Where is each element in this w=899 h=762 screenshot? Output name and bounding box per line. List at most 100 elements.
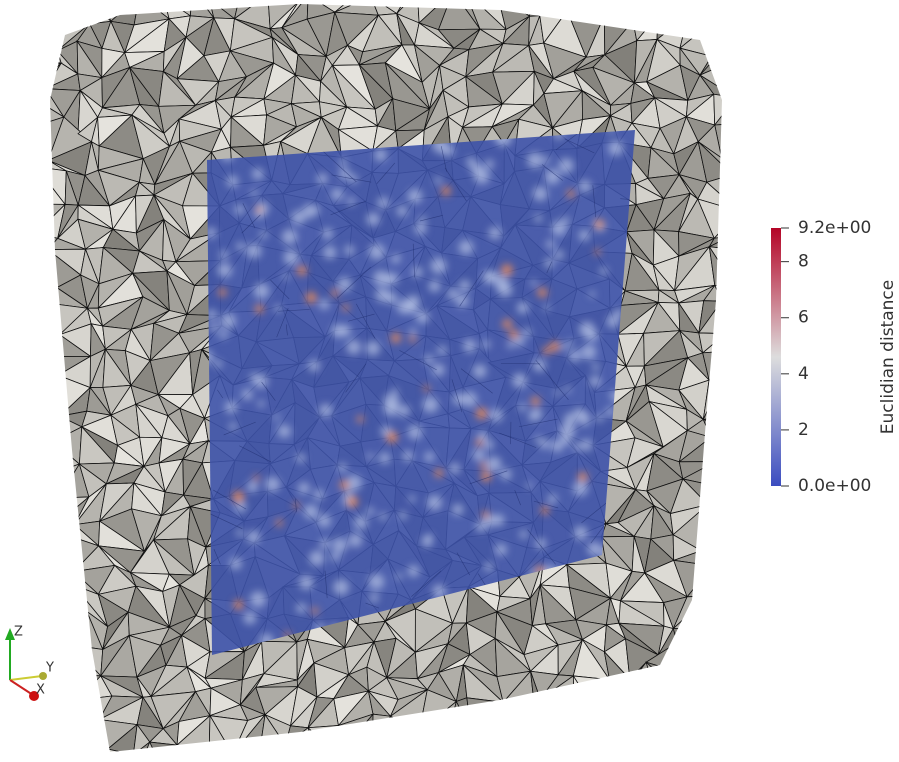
mesh-face [150,742,177,762]
mesh-face [676,713,713,752]
mesh-face [387,739,417,762]
field-spot [367,453,374,460]
mesh-face [372,714,390,755]
mesh-face [786,64,820,106]
field-spot [391,256,398,263]
mesh-face [699,333,726,353]
field-hot [480,462,487,469]
mesh-face [503,702,534,728]
field-spot [304,504,319,519]
mesh-face [315,750,337,762]
mesh-face [725,323,749,350]
mesh-face [701,513,742,550]
mesh-face [677,642,714,680]
mesh-face [728,457,749,486]
mesh-face [753,40,787,76]
mesh-face [491,743,525,762]
mesh-face [467,698,503,730]
field-spot [349,533,363,547]
field-spot [408,565,420,577]
field-spot [507,341,514,348]
field-spot [574,526,588,540]
mesh-face [20,262,57,288]
mesh-face [118,755,133,762]
mesh-face [710,566,739,596]
mesh-face [567,0,605,15]
field-spot [419,216,426,223]
field-spot [331,188,343,200]
field-spot [590,376,601,387]
mesh-face [690,675,700,700]
field-spot [424,355,433,364]
mesh-face [190,748,217,762]
mesh-face [725,752,763,762]
mesh-face [521,729,556,758]
mesh-face [780,589,807,629]
field-spot [579,230,590,241]
field-spot [448,289,459,300]
mesh-face [56,739,85,762]
colorbar-tick-label: 0.0e+00 [798,476,871,496]
field-spot [607,315,620,328]
field-spot [397,206,408,217]
mesh-face [24,442,61,471]
mesh-face [390,716,427,754]
mesh-face [725,40,757,64]
mesh-face [35,335,63,357]
field-spot [415,223,427,235]
mesh-face [25,562,62,588]
mesh-face [30,522,59,545]
mesh-face [701,505,729,551]
mesh-face [450,728,471,742]
field-spot [354,516,368,530]
mesh-face [30,271,57,303]
mesh-face [710,596,728,627]
field-hot [476,408,488,420]
colorbar: Euclidian distance 9.2e+0086420.0e+00 [771,218,898,496]
field-spot [219,331,227,339]
mesh-face [26,596,52,612]
field-hot [342,304,349,311]
field-spot [600,267,608,275]
mesh-face [715,615,728,651]
mesh-face [750,310,775,323]
mesh-face [760,509,788,543]
mesh-face [765,586,779,615]
mesh-face [711,437,730,461]
mesh-face [703,415,742,431]
colorbar-gradient [771,228,781,486]
field-spot [589,291,595,297]
mesh-face [603,0,626,15]
mesh-face [646,713,679,752]
mesh-face [22,639,66,668]
mesh-face [780,724,804,751]
mesh-face [732,0,756,30]
mesh-face [742,533,760,562]
mesh-face [165,745,189,762]
mesh-face [763,183,789,204]
field-spot [486,456,501,471]
field-spot [337,277,351,291]
colorbar-tick-label: 6 [798,308,809,328]
mesh-face [782,550,815,571]
field-spot [251,189,258,196]
field-spot [526,482,532,488]
mesh-face [542,696,579,732]
mesh-face [20,4,65,20]
field-spot [322,228,333,239]
mesh-face [59,642,71,664]
mesh-face [595,749,628,762]
field-spot [227,176,239,188]
mesh-face [739,172,762,212]
mesh-face [533,0,555,16]
mesh-face [716,457,730,486]
mesh-face [34,364,59,380]
mesh-face [259,745,285,762]
field-spot [298,482,310,494]
mesh-face [525,743,559,762]
mesh-face [724,21,757,40]
field-spot [369,244,385,260]
mesh-face [725,641,757,679]
mesh-face [444,728,471,746]
mesh-face [754,362,788,394]
